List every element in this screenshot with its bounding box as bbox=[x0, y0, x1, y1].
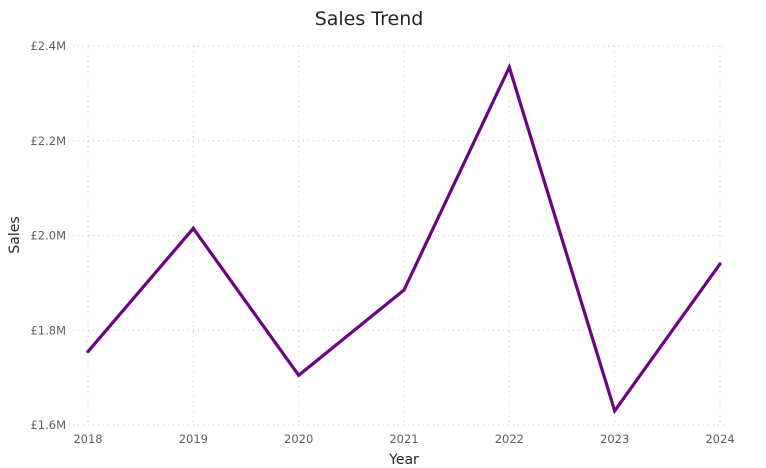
sales-series-line bbox=[86, 62, 722, 415]
x-tick-label: 2021 bbox=[389, 432, 418, 446]
y-axis-ticks: £1.6M £1.8M £2.0M £2.2M £2.4M bbox=[30, 39, 66, 432]
y-tick-label: £2.0M bbox=[30, 229, 66, 243]
data-point bbox=[613, 409, 617, 413]
x-tick-label: 2019 bbox=[179, 432, 208, 446]
x-tick-label: 2023 bbox=[600, 432, 629, 446]
data-point bbox=[402, 288, 406, 292]
x-axis-title: Year bbox=[388, 452, 419, 468]
data-point bbox=[191, 226, 195, 230]
y-tick-label: £2.2M bbox=[30, 134, 66, 148]
y-axis-title: Sales bbox=[7, 216, 23, 253]
y-tick-label: £1.6M bbox=[30, 418, 66, 432]
x-tick-label: 2022 bbox=[495, 432, 524, 446]
data-point bbox=[297, 373, 301, 377]
x-tick-label: 2024 bbox=[705, 432, 734, 446]
y-tick-label: £2.4M bbox=[30, 39, 66, 53]
x-tick-label: 2020 bbox=[284, 432, 313, 446]
y-tick-label: £1.8M bbox=[30, 323, 66, 337]
data-point bbox=[718, 262, 722, 266]
x-tick-label: 2018 bbox=[73, 432, 102, 446]
chart-title: Sales Trend bbox=[315, 8, 424, 30]
x-axis-ticks: 2018 2019 2020 2021 2022 2023 2024 bbox=[73, 432, 734, 446]
series-layer bbox=[86, 62, 722, 415]
gridlines bbox=[73, 45, 727, 426]
data-point bbox=[86, 349, 90, 354]
data-point bbox=[507, 65, 511, 69]
